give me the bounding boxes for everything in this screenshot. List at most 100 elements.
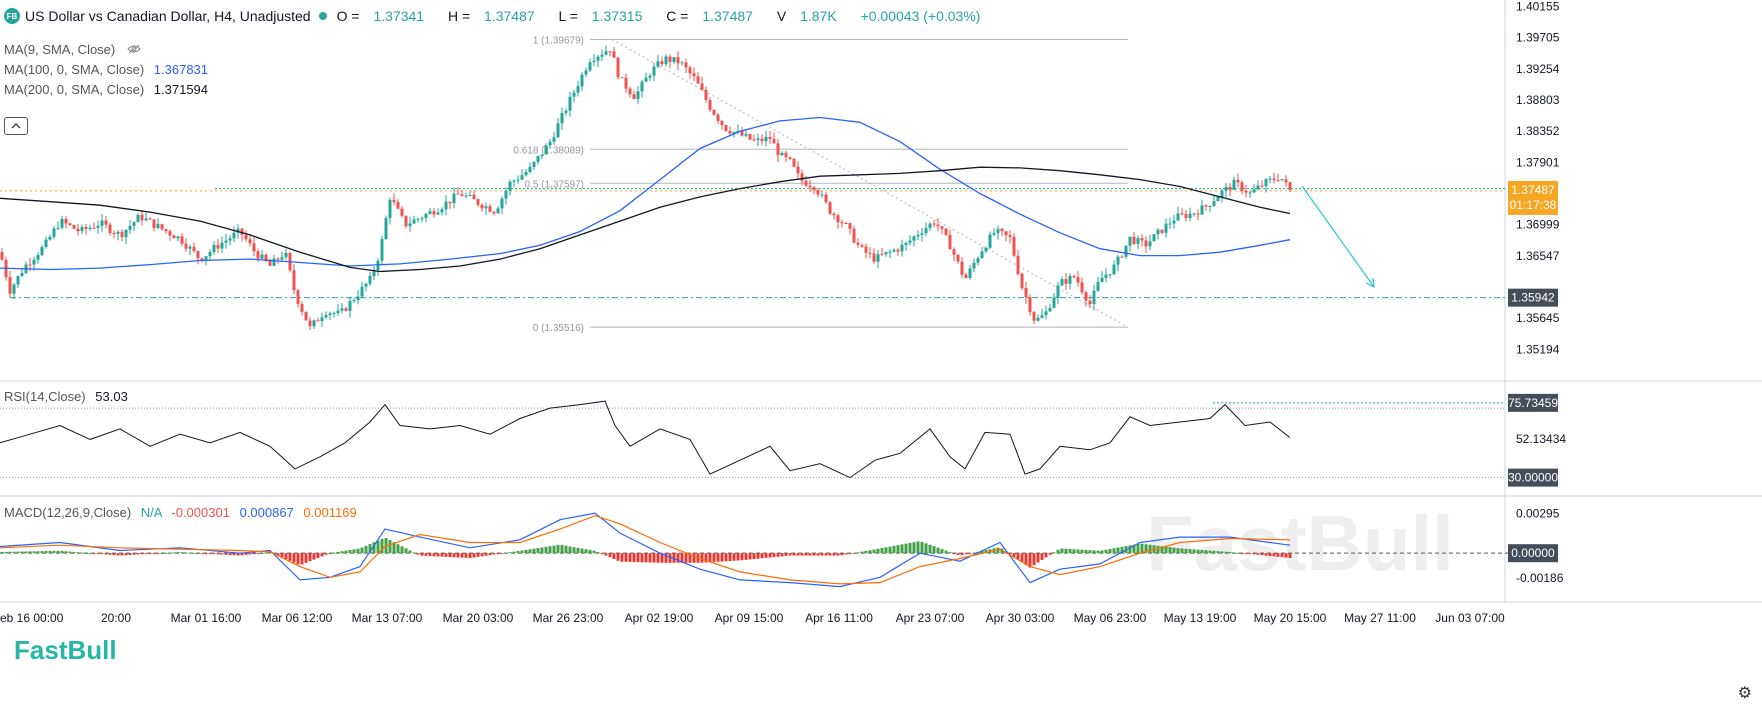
- candle-body: [272, 258, 276, 266]
- candle-body: [484, 206, 488, 209]
- candle-body: [840, 222, 844, 224]
- ma100-value: 1.367831: [153, 62, 209, 77]
- macd-histogram-bar: [252, 553, 256, 555]
- macd-histogram-bar: [24, 551, 28, 554]
- price-tick-label: 1.36547: [1516, 249, 1560, 263]
- macd-histogram-bar: [1116, 547, 1120, 554]
- ma100-legend[interactable]: MA(100, 0, SMA, Close) 1.367831: [4, 62, 208, 77]
- candle-body: [860, 244, 864, 247]
- macd-histogram-bar: [320, 553, 324, 557]
- rsi-value: 53.03: [95, 389, 128, 404]
- candle-body: [728, 130, 732, 134]
- candle-body: [424, 213, 428, 219]
- macd-histogram-bar: [500, 553, 504, 555]
- macd-histogram-bar: [1284, 553, 1288, 558]
- candle-body: [1236, 179, 1240, 183]
- candle-body: [440, 209, 444, 213]
- macd-histogram-bar: [128, 553, 132, 555]
- candle-body: [564, 110, 568, 113]
- macd-histogram-bar: [1056, 549, 1060, 554]
- macd-histogram-bar: [968, 553, 972, 555]
- macd-histogram-bar: [708, 553, 712, 563]
- macd-histogram-bar: [356, 548, 360, 554]
- candle-body: [1024, 287, 1028, 298]
- candle-body: [444, 201, 448, 210]
- macd-histogram-bar: [740, 553, 744, 561]
- macd-histogram-bar: [652, 553, 656, 563]
- macd-histogram-bar: [308, 553, 312, 562]
- macd-histogram-bar: [528, 549, 532, 554]
- gear-icon[interactable]: ⚙: [1737, 685, 1752, 702]
- candle-body: [1268, 178, 1272, 180]
- macd-histogram-bar: [152, 553, 156, 555]
- macd-histogram-bar: [324, 553, 328, 555]
- candle-body: [1252, 189, 1256, 193]
- candle-body: [72, 225, 76, 229]
- macd-histogram-bar: [808, 553, 812, 556]
- macd-histogram-bar: [484, 553, 488, 556]
- collapse-legend-button[interactable]: [4, 117, 28, 135]
- candle-body: [420, 218, 424, 220]
- macd-histogram-bar: [608, 553, 612, 558]
- ma200-legend[interactable]: MA(200, 0, SMA, Close) 1.371594: [4, 82, 208, 97]
- macd-histogram-bar: [1156, 545, 1160, 554]
- ma200-label: MA(200, 0, SMA, Close): [4, 82, 145, 97]
- macd-legend[interactable]: MACD(12,26,9,Close) N/A -0.000301 0.0008…: [4, 505, 357, 520]
- candle-body: [792, 158, 796, 167]
- candle-body: [76, 228, 80, 232]
- macd-histogram-bar: [532, 548, 536, 554]
- candle-body: [304, 311, 308, 321]
- candle-body: [1016, 255, 1020, 274]
- macd-histogram-bar: [156, 553, 160, 555]
- candle-body: [580, 74, 584, 87]
- macd-histogram-bar: [84, 552, 88, 554]
- candle-body: [392, 199, 396, 203]
- candle-body: [1188, 213, 1192, 219]
- candle-body: [1232, 179, 1236, 190]
- price-tick-label: 1.35194: [1516, 342, 1560, 356]
- macd-histogram-bar: [368, 544, 372, 554]
- candle-body: [492, 211, 496, 214]
- macd-histogram-bar: [956, 553, 960, 555]
- candle-body: [324, 315, 328, 318]
- chevron-up-icon: [11, 123, 21, 129]
- macd-histogram-bar: [380, 538, 384, 554]
- macd-histogram-bar: [1096, 550, 1100, 554]
- macd-histogram-bar: [336, 551, 340, 554]
- symbol-title[interactable]: US Dollar vs Canadian Dollar, H4, Unadju…: [25, 8, 311, 24]
- macd-histogram-bar: [248, 553, 252, 555]
- candle-body: [752, 139, 756, 141]
- macd-histogram-bar: [56, 550, 60, 554]
- candle-body: [284, 252, 288, 258]
- time-tick-label: May 13 19:00: [1164, 611, 1237, 625]
- rsi-legend[interactable]: RSI(14,Close) 53.03: [4, 389, 128, 404]
- candle-body: [1200, 205, 1204, 215]
- macd-histogram-bar: [1248, 553, 1252, 555]
- candle-body: [1208, 205, 1212, 207]
- candle-body: [276, 258, 280, 260]
- candle-body: [1184, 214, 1188, 219]
- candle-body: [320, 317, 324, 322]
- macd-histogram-bar: [1228, 551, 1232, 554]
- macd-histogram-bar: [244, 553, 248, 555]
- macd-histogram-bar: [628, 553, 632, 562]
- ma9-legend[interactable]: MA(9, SMA, Close): [4, 42, 141, 57]
- eye-off-icon[interactable]: [127, 42, 141, 57]
- candle-body: [636, 91, 640, 99]
- candle-body: [312, 320, 316, 327]
- macd-histogram-bar: [632, 553, 636, 563]
- candle-body: [632, 94, 636, 99]
- candle-body: [992, 233, 996, 235]
- macd-histogram-bar: [92, 553, 96, 555]
- candle-body: [1096, 282, 1100, 291]
- time-tick-label: Mar 20 03:00: [443, 611, 514, 625]
- macd-histogram-bar: [344, 550, 348, 554]
- candle-body: [316, 320, 320, 322]
- macd-histogram-bar: [908, 542, 912, 554]
- ma9-label: MA(9, SMA, Close): [4, 42, 116, 57]
- macd-histogram-bar: [596, 552, 600, 554]
- macd-histogram-bar: [536, 548, 540, 554]
- macd-histogram-bar: [664, 553, 668, 563]
- macd-histogram-bar: [736, 553, 740, 561]
